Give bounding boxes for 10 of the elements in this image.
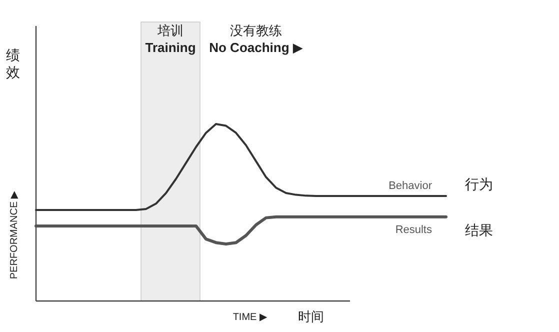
y-axis-title: PERFORMANCE ▶ [9,190,20,280]
text: 结果 [465,222,493,238]
text: 没有教练 No Coaching ▶ [209,23,303,55]
text: 绩效 [6,47,20,80]
series-label: Behavior [388,180,432,192]
text: 培训 Training [145,23,196,55]
series-label: Results [395,224,432,236]
text: 行为 [465,176,493,192]
text: 时间 [298,309,324,324]
x-axis-title: TIME ▶ [232,312,268,323]
